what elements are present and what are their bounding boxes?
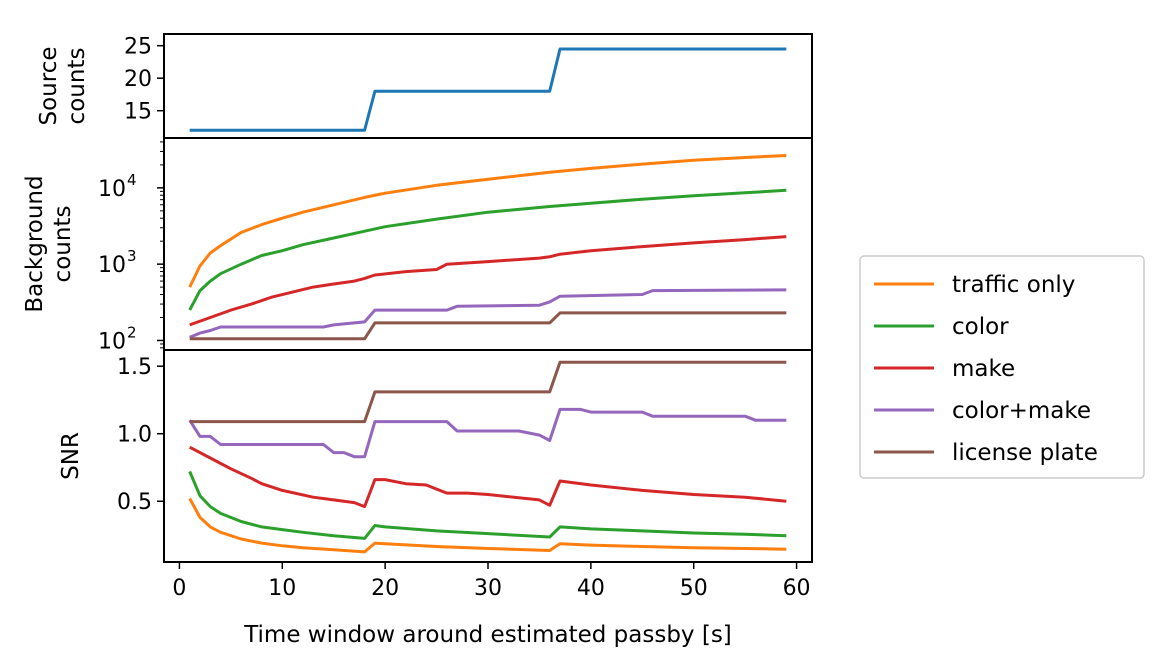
xtick-label: 40 (577, 576, 605, 601)
xtick-label: 30 (474, 576, 502, 601)
legend-label: make (952, 356, 1015, 382)
snr-ylabel: SNR (58, 432, 84, 480)
ytick-label: 10 (98, 177, 126, 202)
source-counts-ylabel-line2: counts (64, 48, 90, 125)
ytick-label: 10 (98, 329, 126, 354)
legend-label: color+make (952, 398, 1091, 424)
snr-panel: 0.5 1.0 1.5 0 10 20 30 40 50 60 SNR Time window … (58, 349, 813, 648)
ytick-label: 25 (124, 35, 152, 60)
color-line-panel1 (188, 188, 787, 311)
legend-label: color (952, 314, 1009, 340)
background-counts-ylabel-line2: counts (50, 206, 76, 283)
traffic-only-line-panel1 (188, 154, 787, 288)
legend-label: traffic only (952, 272, 1075, 298)
ytick-label-exponent: 4 (127, 171, 137, 189)
legend-box (859, 255, 1145, 479)
ytick-label: 1.0 (117, 423, 152, 448)
xtick-label: 10 (268, 576, 296, 601)
ytick-label: 10 (98, 253, 126, 278)
source-counts-ylabel-line1: Source (36, 47, 62, 126)
snr-frame (163, 349, 813, 563)
background-counts-frame (163, 137, 813, 351)
ytick-label: 20 (124, 67, 152, 92)
ytick-label-exponent: 2 (127, 323, 137, 341)
xtick-label: 50 (680, 576, 708, 601)
license-plate-line-panel2 (189, 360, 787, 424)
ytick-label: 1.5 (117, 355, 152, 380)
color-make-line-panel1 (189, 288, 787, 339)
xtick-label: 60 (783, 576, 811, 601)
license-plate-line-panel1 (189, 311, 787, 341)
ytick-label: 15 (124, 100, 152, 125)
source-counts-panel: 15 20 25 Source counts (36, 33, 813, 139)
xtick-label: 20 (371, 576, 399, 601)
legend-label: license plate (952, 440, 1098, 466)
traffic-only-line-panel2 (188, 497, 787, 554)
color-line-panel2 (188, 470, 787, 540)
color-make-line-panel2 (188, 407, 787, 459)
legend: traffic only color make color+make license p… (859, 255, 1145, 479)
source-line-panel0 (189, 47, 787, 132)
ytick-label-exponent: 3 (127, 247, 137, 265)
make-line-panel2 (189, 445, 787, 509)
background-counts-ylabel-line1: Background (22, 175, 48, 312)
xtick-label: 0 (172, 576, 186, 601)
x-axis-label: Time window around estimated passby [s] (243, 622, 732, 648)
make-line-panel1 (189, 235, 787, 327)
ytick-label: 0.5 (117, 490, 152, 515)
